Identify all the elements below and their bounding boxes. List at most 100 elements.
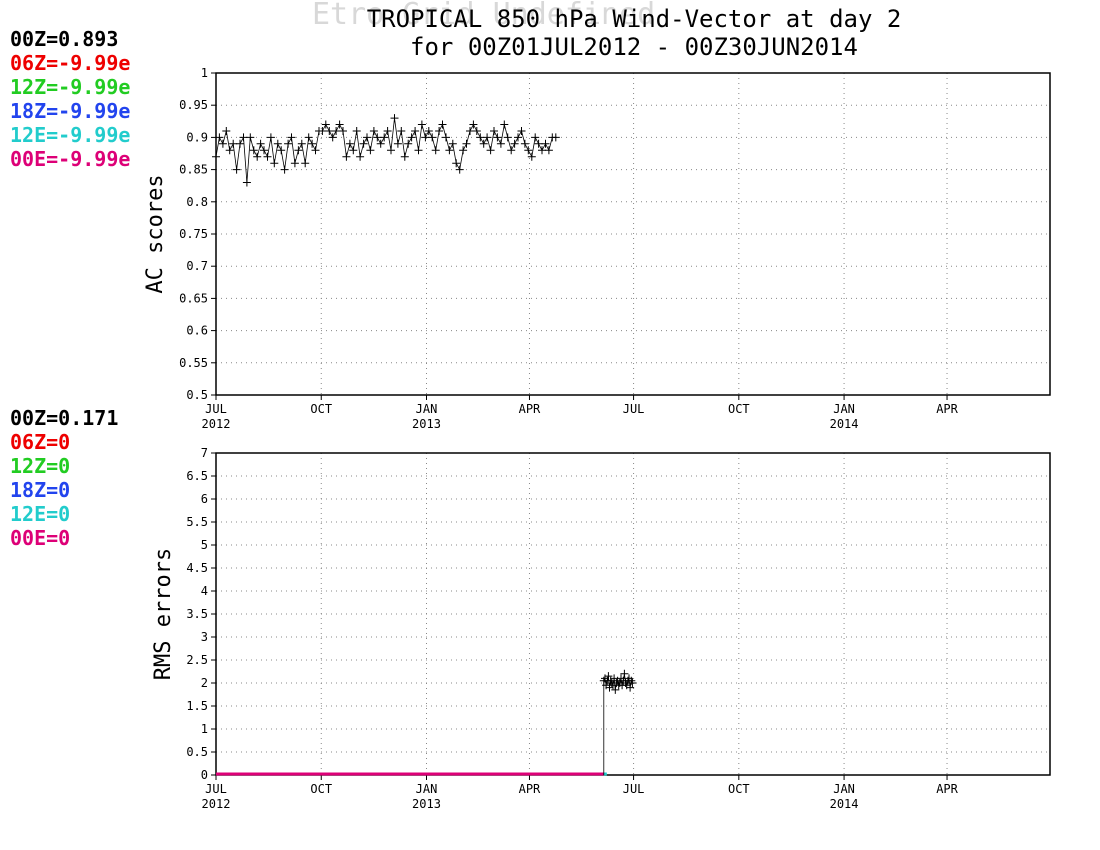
data-point-marker xyxy=(253,152,262,161)
data-point-marker xyxy=(448,139,457,148)
y-axis-label: RMS errors xyxy=(151,548,176,680)
y-tick-label: 0.5 xyxy=(186,745,208,759)
y-tick-label: 7 xyxy=(201,446,208,460)
data-point-marker xyxy=(328,133,337,142)
data-point-marker xyxy=(531,133,540,142)
data-point-marker xyxy=(363,133,371,142)
data-point-marker xyxy=(486,146,495,155)
y-tick-label: 6.5 xyxy=(186,469,208,483)
data-point-marker xyxy=(472,127,481,135)
x-tick-label: OCT xyxy=(728,402,750,416)
y-tick-label: 0.8 xyxy=(186,195,208,209)
data-point-marker xyxy=(469,120,478,129)
data-point-marker xyxy=(297,139,306,148)
x-tick-year: 2014 xyxy=(830,417,859,431)
data-point-marker xyxy=(435,127,444,135)
data-point-marker xyxy=(383,127,392,135)
data-point-marker xyxy=(507,146,516,155)
data-point-marker xyxy=(246,133,255,142)
data-point-marker xyxy=(393,139,402,148)
y-tick-label: 0.9 xyxy=(186,130,208,144)
legend-entry-00E: 00E=0 xyxy=(10,526,70,550)
series-line-00Z xyxy=(603,673,633,775)
data-point-marker xyxy=(218,139,227,148)
y-tick-label: 0.75 xyxy=(179,227,208,241)
data-point-marker xyxy=(222,127,231,135)
data-point-marker xyxy=(373,133,382,142)
y-tick-label: 5.5 xyxy=(186,515,208,529)
data-point-marker xyxy=(534,139,543,148)
data-point-marker xyxy=(476,133,485,142)
data-point-marker xyxy=(466,127,474,135)
data-point-marker xyxy=(411,127,420,135)
data-point-marker xyxy=(308,139,317,148)
data-point-marker xyxy=(483,133,492,142)
y-tick-label: 1 xyxy=(201,722,208,736)
data-point-marker xyxy=(266,133,275,142)
data-point-marker xyxy=(212,152,220,161)
x-tick-label: JAN xyxy=(416,782,438,796)
y-tick-label: 0.5 xyxy=(186,388,208,402)
data-point-marker xyxy=(527,152,536,161)
data-point-marker xyxy=(404,139,413,148)
data-point-marker xyxy=(263,152,272,161)
data-point-marker xyxy=(445,146,454,155)
data-point-marker xyxy=(431,146,440,155)
data-point-marker xyxy=(239,133,248,142)
x-tick-label: APR xyxy=(936,402,958,416)
data-point-marker xyxy=(321,120,330,129)
data-point-marker xyxy=(500,120,509,129)
data-point-marker xyxy=(503,133,512,142)
watermark: Etro Grid Undefined xyxy=(312,0,655,32)
data-point-marker xyxy=(620,669,629,678)
data-point-marker xyxy=(541,139,550,148)
data-point-marker xyxy=(397,127,406,135)
data-point-marker xyxy=(290,159,299,168)
x-tick-label: OCT xyxy=(728,782,750,796)
y-tick-label: 0.95 xyxy=(179,98,208,112)
data-point-marker xyxy=(455,165,464,174)
data-point-marker xyxy=(270,159,279,168)
data-point-marker xyxy=(376,139,385,148)
data-point-marker xyxy=(318,127,327,135)
data-point-marker xyxy=(356,152,365,161)
data-point-marker xyxy=(544,146,553,155)
y-tick-label: 1 xyxy=(201,66,208,80)
data-point-marker xyxy=(345,139,354,148)
chart-title-line2: for 00Z01JUL2012 - 00Z30JUN2014 xyxy=(410,33,858,61)
y-tick-label: 1.5 xyxy=(186,699,208,713)
data-point-marker xyxy=(390,114,399,123)
y-tick-label: 4.5 xyxy=(186,561,208,575)
legend-entry-00E: 00E=-9.99e xyxy=(10,147,130,171)
data-point-marker xyxy=(236,139,244,148)
data-point-marker xyxy=(428,133,437,142)
x-tick-label: JAN xyxy=(416,402,438,416)
y-tick-label: 5 xyxy=(201,538,208,552)
data-point-marker xyxy=(452,159,461,168)
data-point-marker xyxy=(225,146,234,155)
data-point-marker xyxy=(232,165,241,174)
data-point-marker xyxy=(479,139,488,148)
x-tick-label: APR xyxy=(936,782,958,796)
data-point-marker xyxy=(366,146,375,155)
legend-entry-00Z: 00Z=0.893 xyxy=(10,27,118,51)
y-tick-label: 0.7 xyxy=(186,259,208,273)
data-point-marker xyxy=(414,146,423,155)
data-point-marker xyxy=(459,146,468,155)
y-tick-label: 0.55 xyxy=(179,356,208,370)
x-tick-year: 2014 xyxy=(830,797,859,811)
legend-entry-06Z: 06Z=0 xyxy=(10,430,70,454)
data-point-marker xyxy=(524,146,533,155)
x-tick-label: JAN xyxy=(833,402,855,416)
legend-entry-12E: 12E=0 xyxy=(10,502,70,526)
data-point-marker xyxy=(493,133,502,142)
data-point-marker xyxy=(604,672,613,681)
y-tick-label: 2 xyxy=(201,676,208,690)
y-tick-label: 0.6 xyxy=(186,324,208,338)
legend-entry-12Z: 12Z=0 xyxy=(10,454,70,478)
data-point-marker xyxy=(421,133,430,142)
data-point-marker xyxy=(352,127,361,135)
data-point-marker xyxy=(438,120,447,129)
data-point-marker xyxy=(260,146,268,155)
